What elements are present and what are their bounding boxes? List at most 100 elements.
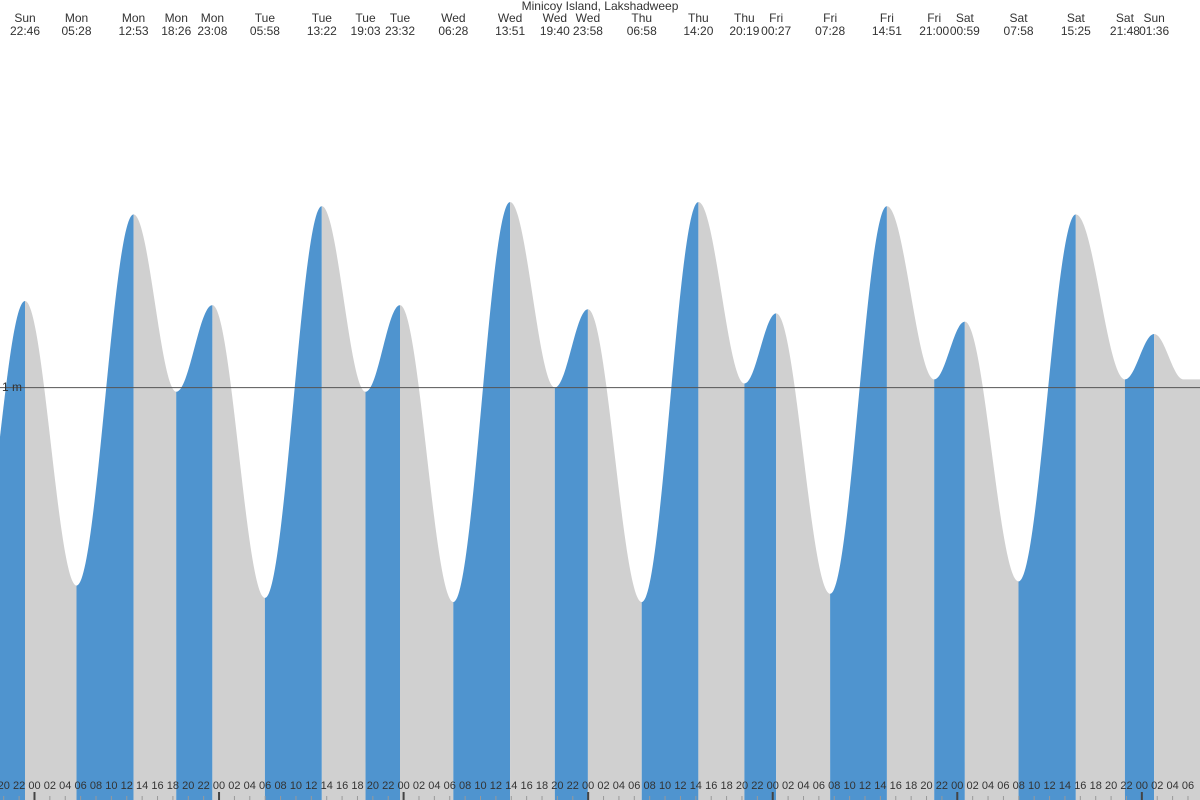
hour-label: 00 xyxy=(28,780,40,792)
hour-label: 18 xyxy=(351,780,363,792)
hour-label: 06 xyxy=(444,780,456,792)
tide-area xyxy=(1018,214,1076,800)
hour-label: 00 xyxy=(213,780,225,792)
hour-label: 04 xyxy=(428,780,440,792)
hour-label: 20 xyxy=(920,780,932,792)
tide-area xyxy=(400,305,454,800)
hour-label: 00 xyxy=(951,780,963,792)
hour-label: 22 xyxy=(382,780,394,792)
hour-label: 08 xyxy=(459,780,471,792)
hour-label: 10 xyxy=(105,780,117,792)
hour-label: 20 xyxy=(1105,780,1117,792)
extreme-day: Sun xyxy=(14,11,35,25)
tide-area xyxy=(587,309,642,800)
extreme-day: Fri xyxy=(927,11,941,25)
hour-label: 14 xyxy=(505,780,517,792)
extreme-day: Wed xyxy=(498,11,522,25)
hour-label: 18 xyxy=(536,780,548,792)
hour-label: 06 xyxy=(74,780,86,792)
tide-area xyxy=(321,206,366,800)
extreme-day: Tue xyxy=(390,11,411,25)
tide-area xyxy=(365,305,401,800)
hour-label: 10 xyxy=(659,780,671,792)
hour-label: 20 xyxy=(367,780,379,792)
tide-area xyxy=(212,305,265,800)
hour-label: 14 xyxy=(874,780,886,792)
hour-label: 16 xyxy=(521,780,533,792)
hour-label: 04 xyxy=(797,780,809,792)
tide-area xyxy=(0,301,25,800)
extreme-day: Thu xyxy=(631,11,652,25)
hour-label: 16 xyxy=(705,780,717,792)
extreme-time: 15:25 xyxy=(1061,24,1091,38)
hour-label: 08 xyxy=(644,780,656,792)
hour-label: 14 xyxy=(1059,780,1071,792)
hour-label: 12 xyxy=(305,780,317,792)
hour-label: 20 xyxy=(736,780,748,792)
hour-label: 06 xyxy=(813,780,825,792)
tide-area xyxy=(744,313,777,800)
hour-label: 02 xyxy=(967,780,979,792)
extreme-time: 13:22 xyxy=(307,24,337,38)
extreme-time: 13:51 xyxy=(495,24,525,38)
extreme-day: Tue xyxy=(255,11,276,25)
extreme-day: Mon xyxy=(122,11,145,25)
extreme-time: 06:58 xyxy=(627,24,657,38)
hour-label: 18 xyxy=(167,780,179,792)
extreme-time: 12:53 xyxy=(119,24,149,38)
extreme-day: Thu xyxy=(688,11,709,25)
extreme-day: Sat xyxy=(1010,11,1029,25)
extreme-time: 05:58 xyxy=(250,24,280,38)
tide-area xyxy=(554,309,588,800)
hour-label: 06 xyxy=(997,780,1009,792)
extreme-time: 18:26 xyxy=(161,24,191,38)
extreme-day: Mon xyxy=(65,11,88,25)
extreme-time: 23:58 xyxy=(573,24,603,38)
hour-label: 08 xyxy=(1013,780,1025,792)
hour-label: 10 xyxy=(1028,780,1040,792)
hour-label: 10 xyxy=(474,780,486,792)
extreme-time: 05:28 xyxy=(62,24,92,38)
hour-label: 04 xyxy=(613,780,625,792)
extreme-time: 00:59 xyxy=(950,24,980,38)
hour-label: 22 xyxy=(198,780,210,792)
hour-label: 06 xyxy=(259,780,271,792)
extreme-day: Tue xyxy=(355,11,376,25)
extreme-day: Sat xyxy=(1116,11,1135,25)
hour-label: 04 xyxy=(982,780,994,792)
hour-label: 22 xyxy=(567,780,579,792)
extreme-day: Tue xyxy=(312,11,333,25)
hour-label: 12 xyxy=(121,780,133,792)
tide-area xyxy=(453,202,511,800)
extreme-time: 21:00 xyxy=(919,24,949,38)
extreme-day: Wed xyxy=(576,11,600,25)
extreme-day: Fri xyxy=(823,11,837,25)
extreme-day: Fri xyxy=(880,11,894,25)
extreme-time: 23:32 xyxy=(385,24,415,38)
extreme-time: 14:20 xyxy=(683,24,713,38)
hour-label: 18 xyxy=(720,780,732,792)
hour-label: 16 xyxy=(890,780,902,792)
hour-label: 08 xyxy=(274,780,286,792)
extreme-time: 01:36 xyxy=(1139,24,1169,38)
extreme-time: 21:48 xyxy=(1110,24,1140,38)
extreme-time: 22:46 xyxy=(10,24,40,38)
hour-label: 14 xyxy=(690,780,702,792)
hour-label: 04 xyxy=(244,780,256,792)
hour-label: 14 xyxy=(321,780,333,792)
extreme-time: 14:51 xyxy=(872,24,902,38)
hour-label: 18 xyxy=(1090,780,1102,792)
extreme-time: 06:28 xyxy=(438,24,468,38)
tide-area xyxy=(964,321,1019,800)
tide-areas xyxy=(0,202,1200,800)
extreme-day: Wed xyxy=(441,11,465,25)
extreme-day: Wed xyxy=(543,11,567,25)
hour-label: 04 xyxy=(1166,780,1178,792)
hour-label: 22 xyxy=(13,780,25,792)
extreme-day: Sun xyxy=(1143,11,1164,25)
hour-label: 08 xyxy=(828,780,840,792)
extreme-day: Thu xyxy=(734,11,755,25)
extreme-day: Mon xyxy=(165,11,188,25)
